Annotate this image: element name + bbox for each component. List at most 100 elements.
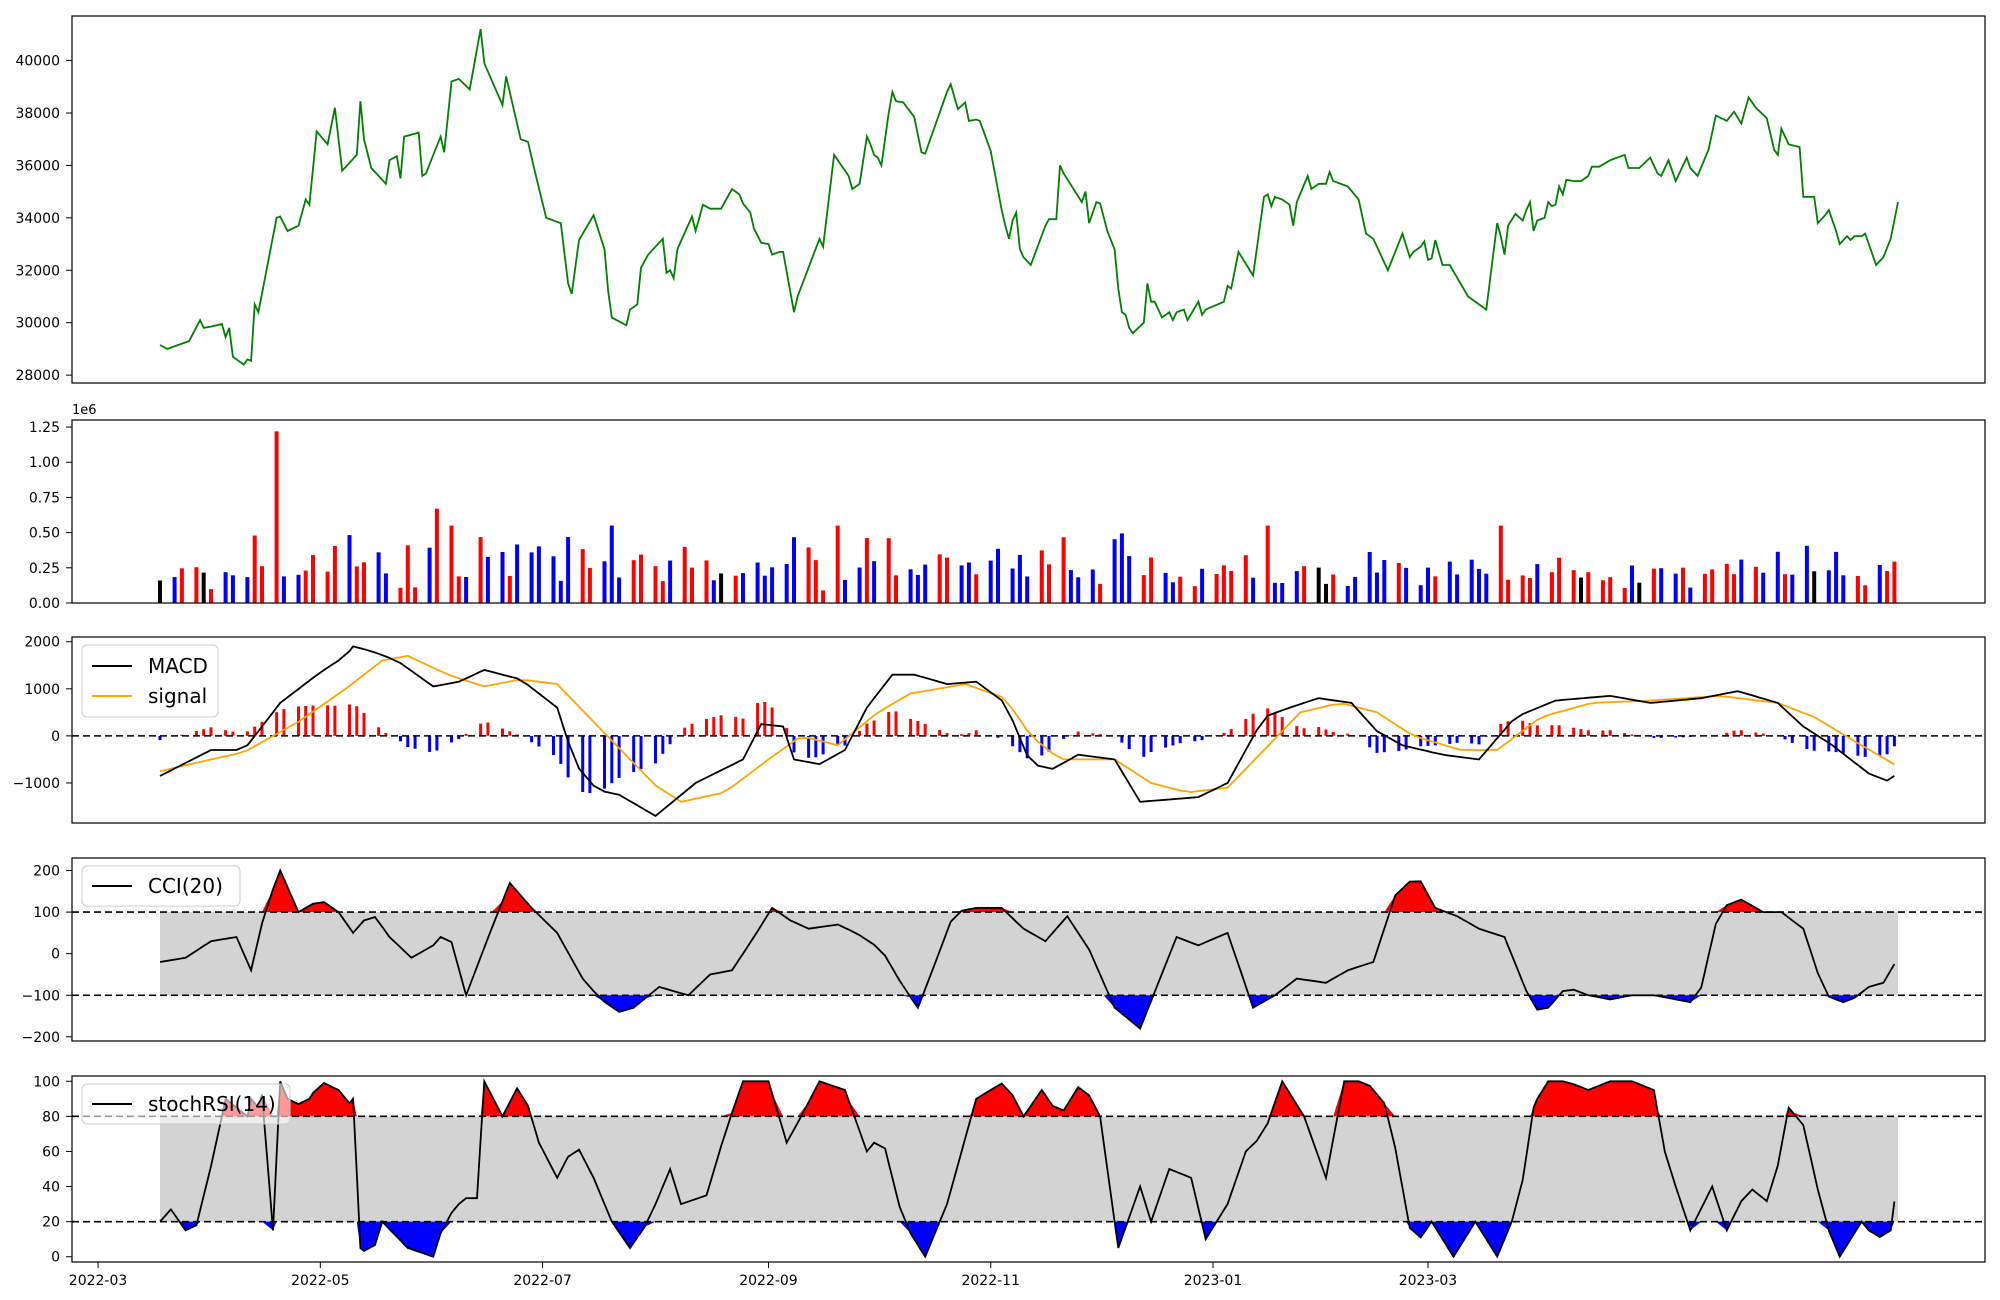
volume-bar [792, 537, 796, 603]
volume-bar [741, 573, 745, 603]
volume-bar [1579, 577, 1583, 603]
macd-histogram-bar [1266, 708, 1270, 736]
macd-histogram-bar [1550, 725, 1554, 736]
macd-histogram-bar [1011, 735, 1015, 747]
macd-histogram-bar [1892, 735, 1896, 747]
price-plot-area [159, 28, 1899, 366]
volume-bar [886, 538, 891, 603]
volume-bar [1178, 576, 1183, 603]
volume-bar [434, 508, 439, 603]
macd-histogram-bar [253, 726, 257, 736]
date-tick-label: 2022-03 [69, 1273, 128, 1289]
macd-histogram-bar [435, 735, 439, 751]
volume-bar [617, 577, 622, 603]
volume-bar [1732, 574, 1736, 603]
macd-histogram-bar [923, 724, 927, 736]
macd-histogram-bar [996, 735, 1000, 738]
macd-histogram-bar [1557, 725, 1561, 736]
volume-bar [1396, 563, 1401, 603]
volume-bar [1017, 554, 1022, 603]
price-y-tick-label: 28000 [15, 368, 60, 384]
stochrsi-overbought-fill [160, 1081, 1895, 1117]
volume-bar [1535, 564, 1540, 603]
macd-legend: MACD signal [81, 644, 219, 718]
macd-histogram-bar [231, 731, 235, 736]
volume-bar [383, 573, 388, 603]
macd-histogram-bar [588, 735, 592, 793]
macd-histogram-bar [1433, 735, 1437, 746]
volume-bar [1353, 576, 1358, 603]
price-y-tick-label: 40000 [15, 54, 60, 70]
volume-bar [376, 552, 381, 603]
volume-bar [194, 567, 199, 603]
volume-bar [1477, 568, 1481, 603]
price-line [159, 28, 1899, 366]
volume-bar [1528, 578, 1532, 603]
stochrsi-y-tick-label: 20 [42, 1215, 60, 1231]
macd-histogram-bar [224, 730, 228, 736]
volume-bar [405, 545, 410, 603]
macd-histogram-bar [1295, 726, 1299, 736]
macd-y-tick-label: 0 [51, 729, 60, 745]
macd-histogram-bar [1273, 712, 1277, 736]
volume-bar [179, 568, 184, 603]
macd-histogram-bar [508, 731, 512, 736]
macd-histogram-bar [858, 730, 862, 736]
volume-bar [1345, 586, 1350, 603]
volume-bar [1229, 570, 1234, 603]
macd-histogram-bar [719, 715, 723, 736]
volume-bar [1841, 575, 1846, 603]
macd-histogram-bar [661, 735, 665, 754]
stochrsi-legend: stochRSI(14) [81, 1083, 291, 1125]
macd-histogram-bar [1368, 735, 1372, 748]
cci-legend-label: CCI(20) [148, 874, 223, 898]
stochrsi-frame [71, 1075, 1986, 1263]
volume-bar [1710, 569, 1715, 603]
volume-bar [1775, 551, 1780, 603]
volume-bar [711, 580, 716, 603]
stochrsi-y-axis: 0 20 40 60 80 100 [33, 1074, 72, 1266]
cci-line [159, 868, 1896, 1030]
macd-histogram-bar [413, 735, 417, 749]
macd-histogram-bar [1317, 727, 1321, 736]
macd-histogram-bar [807, 735, 811, 758]
volume-frame [71, 419, 1986, 604]
signal-legend-label: signal [148, 684, 207, 708]
macd-histogram-bar [734, 716, 738, 736]
stochrsi-line [159, 1077, 1896, 1259]
macd-histogram-bar [355, 706, 359, 736]
volume-bar [172, 577, 177, 603]
macd-histogram-bar [260, 721, 264, 736]
macd-y-tick-label: 2000 [24, 635, 60, 651]
macd-histogram-bar [836, 735, 840, 744]
volume-bar [945, 557, 949, 603]
volume-bar [1761, 572, 1766, 603]
price-y-tick-label: 38000 [15, 106, 60, 122]
volume-bar [1855, 576, 1860, 603]
macd-histogram-bar [1331, 732, 1335, 736]
macd-histogram-bar [1623, 733, 1627, 736]
price-y-tick-label: 30000 [15, 316, 60, 332]
cci-legend: CCI(20) [81, 865, 241, 907]
macd-histogram-bar [1572, 727, 1576, 736]
macd-histogram-bar [479, 723, 483, 736]
volume-y-tick-label: 0.25 [29, 561, 60, 577]
volume-bar [639, 554, 643, 603]
volume-bar [485, 556, 490, 603]
volume-bar [1659, 568, 1664, 603]
volume-bar [201, 572, 206, 603]
volume-bar [1404, 567, 1409, 603]
volume-bar [230, 575, 235, 603]
stochrsi-y-tick-label: 0 [51, 1250, 60, 1266]
volume-bar [602, 561, 607, 603]
volume-bar [1265, 525, 1270, 603]
macd-histogram-bar [756, 703, 760, 736]
volume-bar [362, 562, 366, 603]
macd-histogram-bar [1346, 733, 1350, 736]
volume-bar [1702, 573, 1707, 603]
volume-bar [1149, 557, 1154, 603]
volume-bar [1127, 556, 1132, 603]
macd-histogram-bar [1069, 735, 1073, 736]
macd-histogram-bar [1477, 735, 1481, 745]
